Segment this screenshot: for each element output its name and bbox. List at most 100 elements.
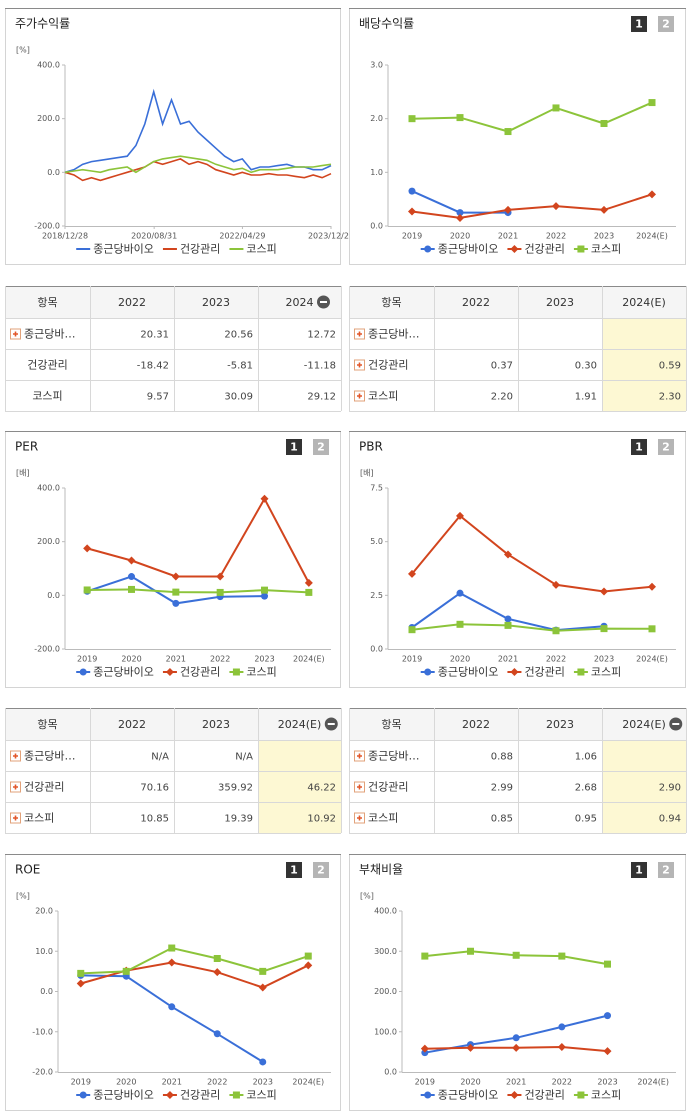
page-button-label[interactable]: 1 <box>635 864 643 877</box>
row-label: 종근당바… <box>368 328 419 341</box>
page-button[interactable] <box>313 862 329 878</box>
point <box>512 951 520 959</box>
point <box>122 967 130 975</box>
point <box>213 954 221 962</box>
point <box>304 961 313 970</box>
page-button[interactable] <box>286 862 302 878</box>
row-label: 종근당바… <box>24 750 75 763</box>
cell: 2.30 <box>659 392 681 403</box>
x-tick-label: 2020 <box>450 232 470 241</box>
point <box>421 952 429 960</box>
x-tick-label: 2021 <box>162 1078 182 1087</box>
legend-label: 건강관리 <box>180 1089 220 1102</box>
point <box>76 979 85 988</box>
page-button[interactable] <box>631 16 647 32</box>
series-line <box>87 588 309 594</box>
x-tick-label: 2020 <box>121 655 141 664</box>
panel-title: ROE <box>15 863 40 877</box>
x-tick-label: 2022 <box>546 655 566 664</box>
page-button-label[interactable]: 1 <box>290 441 298 454</box>
legend: 종근당바이오 건강관리 코스피 <box>76 666 277 679</box>
expand-icon-plus[interactable] <box>13 331 18 337</box>
legend-marker <box>424 668 432 676</box>
point <box>128 585 135 593</box>
page-button-label[interactable]: 2 <box>317 441 325 454</box>
x-tick-label: 2022 <box>546 232 566 241</box>
table-header-bg <box>349 708 686 740</box>
page-button[interactable] <box>313 439 329 455</box>
point <box>305 588 313 596</box>
legend-marker <box>232 1091 240 1099</box>
page-button-label[interactable]: 1 <box>290 864 298 877</box>
legend-item: 코스피 <box>229 1089 277 1102</box>
page-button[interactable] <box>631 439 647 455</box>
page-button[interactable] <box>658 16 674 32</box>
row-label: 건강관리 <box>27 359 67 372</box>
column-header: 2024(E) <box>622 296 666 309</box>
row-label: 코스피 <box>32 390 62 403</box>
column-header: 2022 <box>118 718 146 731</box>
point <box>504 550 512 559</box>
page-button[interactable] <box>658 862 674 878</box>
collapse-icon-bar[interactable] <box>320 301 327 303</box>
series-line <box>411 623 653 632</box>
y-tick-label: 400.0 <box>37 61 60 70</box>
row-label: 코스피 <box>368 812 398 825</box>
x-tick-label: 2024(E) <box>293 655 325 664</box>
cell: 10.85 <box>140 814 169 825</box>
legend-label: 종근당바이오 <box>93 666 154 679</box>
cell: 2.20 <box>491 392 513 403</box>
row-label: 종근당바… <box>368 750 419 763</box>
page-button-label[interactable]: 1 <box>635 441 643 454</box>
x-tick-label: 2019 <box>402 655 422 664</box>
page-button-label[interactable]: 2 <box>662 18 670 31</box>
cell: 20.31 <box>140 330 169 341</box>
cell: 1.06 <box>575 752 597 763</box>
expand-icon-plus[interactable] <box>357 393 362 399</box>
x-tick-label: 2023/12/28 <box>308 232 354 241</box>
point <box>456 114 464 122</box>
point <box>128 573 135 581</box>
expand-icon-plus[interactable] <box>13 753 18 759</box>
point <box>77 969 85 977</box>
expand-icon-plus[interactable] <box>13 815 18 821</box>
point <box>408 207 416 216</box>
point <box>260 494 269 503</box>
legend-label: 코스피 <box>246 1089 276 1102</box>
page-button-label[interactable]: 1 <box>635 18 643 31</box>
collapse-icon-bar[interactable] <box>327 723 335 725</box>
series-line <box>64 155 332 174</box>
expand-icon-plus[interactable] <box>357 362 362 368</box>
legend-label: 코스피 <box>246 666 276 679</box>
page-button[interactable] <box>658 439 674 455</box>
page-button-label[interactable]: 2 <box>317 864 325 877</box>
legend-item: 종근당바이오 <box>420 1089 498 1102</box>
x-tick-label: 2021 <box>166 655 186 664</box>
row-label: 종근당바… <box>24 328 75 341</box>
y-tick-label: 200.0 <box>374 987 397 996</box>
x-tick-label: 2020 <box>116 1078 136 1087</box>
legend-item: 건강관리 <box>162 1089 220 1102</box>
page-button-label[interactable]: 2 <box>662 441 670 454</box>
collapse-icon-bar[interactable] <box>672 723 680 725</box>
legend-marker <box>79 668 87 676</box>
y-tick-label: -10.0 <box>32 1027 53 1036</box>
series-line <box>411 514 653 593</box>
expand-icon-plus[interactable] <box>357 784 362 790</box>
expand-icon-plus[interactable] <box>357 815 362 821</box>
expand-icon-plus[interactable] <box>357 331 362 337</box>
expand-icon-plus[interactable] <box>357 753 362 759</box>
column-header: 항목 <box>37 296 57 309</box>
expand-icon-plus[interactable] <box>13 784 18 790</box>
page-button-label[interactable]: 2 <box>662 864 670 877</box>
page-button[interactable] <box>286 439 302 455</box>
legend-marker <box>577 668 585 676</box>
y-tick-label: 7.5 <box>370 484 383 493</box>
legend-item: 종근당바이오 <box>420 243 498 256</box>
legend-item: 건강관리 <box>507 1089 565 1102</box>
panel <box>349 854 686 1111</box>
cell: 0.59 <box>659 361 681 372</box>
page-button[interactable] <box>631 862 647 878</box>
panel <box>5 854 341 1111</box>
point <box>456 589 464 597</box>
